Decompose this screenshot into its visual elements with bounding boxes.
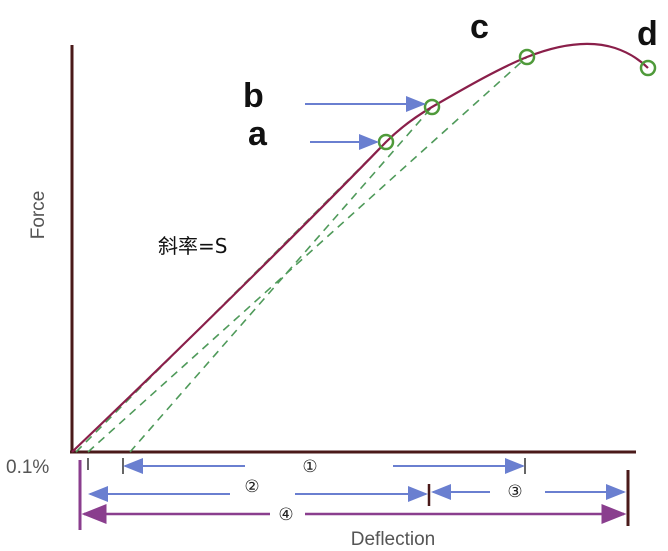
- point-label: c: [470, 8, 489, 46]
- point-label: a: [248, 115, 268, 153]
- point-label: b: [243, 77, 264, 115]
- span-label: ②: [244, 477, 259, 497]
- span-label: ③: [507, 482, 522, 502]
- slope-label: 斜率=S: [158, 234, 227, 258]
- point-markers: [377, 48, 657, 151]
- y-axis-label: Force: [28, 191, 49, 240]
- span-label: ④: [278, 505, 293, 525]
- span-label: ①: [302, 457, 317, 477]
- x-axis-label: Deflection: [351, 529, 436, 550]
- origin-label: 0.1%: [6, 457, 49, 478]
- secant-lines: [75, 56, 528, 453]
- point-label: d: [637, 15, 658, 53]
- force-curve: [71, 42, 649, 453]
